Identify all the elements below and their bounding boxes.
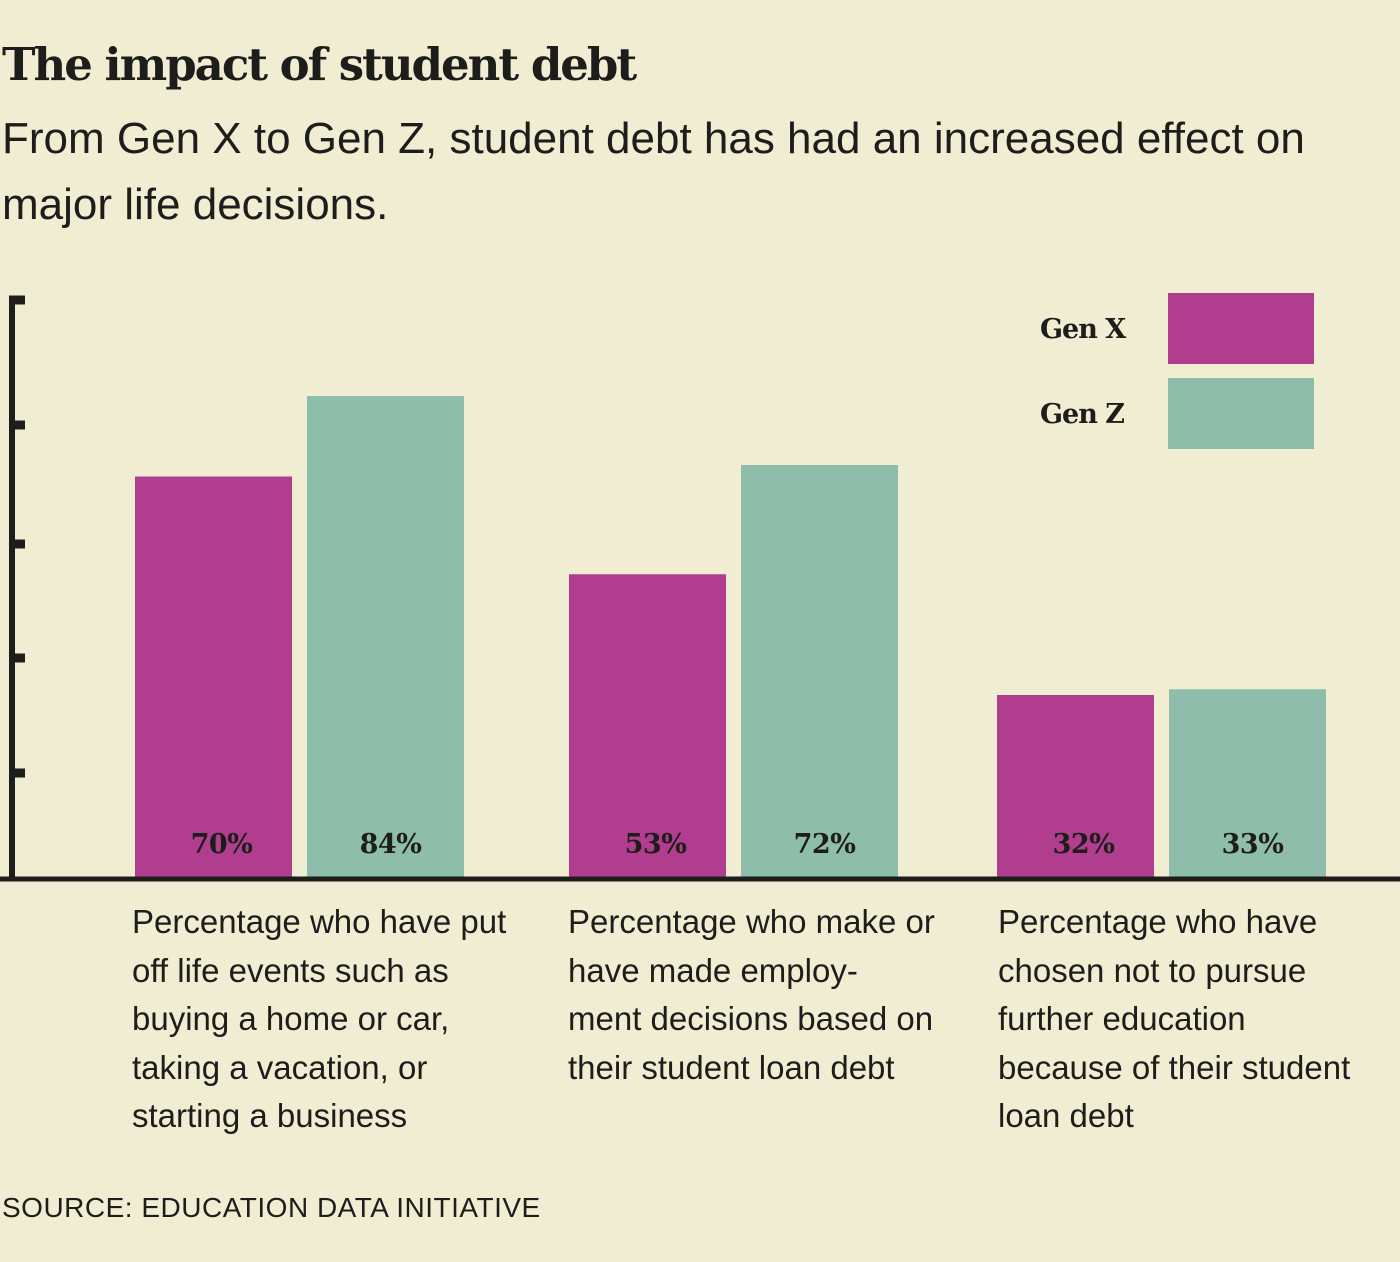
bar-gen-x — [997, 695, 1154, 879]
legend-label-gen-z: Gen Z — [1040, 399, 1125, 430]
bar-gen-z — [1169, 689, 1326, 879]
data-label: 72% — [794, 829, 856, 860]
bar-gen-z — [741, 465, 898, 879]
category-label-1: Percentage who have put off life events … — [132, 903, 507, 1134]
bar-gen-x — [135, 476, 292, 879]
data-label: 84% — [360, 829, 422, 860]
legend-swatch-gen-x — [1168, 293, 1314, 364]
data-label: 32% — [1053, 829, 1115, 860]
category-label-3: Percentage who have chosen not to pursue… — [998, 903, 1351, 1134]
category-label-2: Percentage who make or have made employ-… — [568, 903, 935, 1086]
bar-gen-z — [307, 396, 464, 879]
data-label: 70% — [191, 829, 253, 860]
data-label: 53% — [625, 829, 687, 860]
source-note: SOURCE: EDUCATION DATA INITIATIVE — [2, 1192, 541, 1223]
bar-gen-x — [569, 574, 726, 879]
data-label: 33% — [1222, 829, 1284, 860]
legend-swatch-gen-z — [1168, 378, 1314, 449]
chart-subtitle: From Gen X to Gen Z, student debt has ha… — [2, 114, 1305, 229]
chart-title: The impact of student debt — [2, 38, 637, 91]
legend-label-gen-x: Gen X — [1040, 314, 1126, 345]
